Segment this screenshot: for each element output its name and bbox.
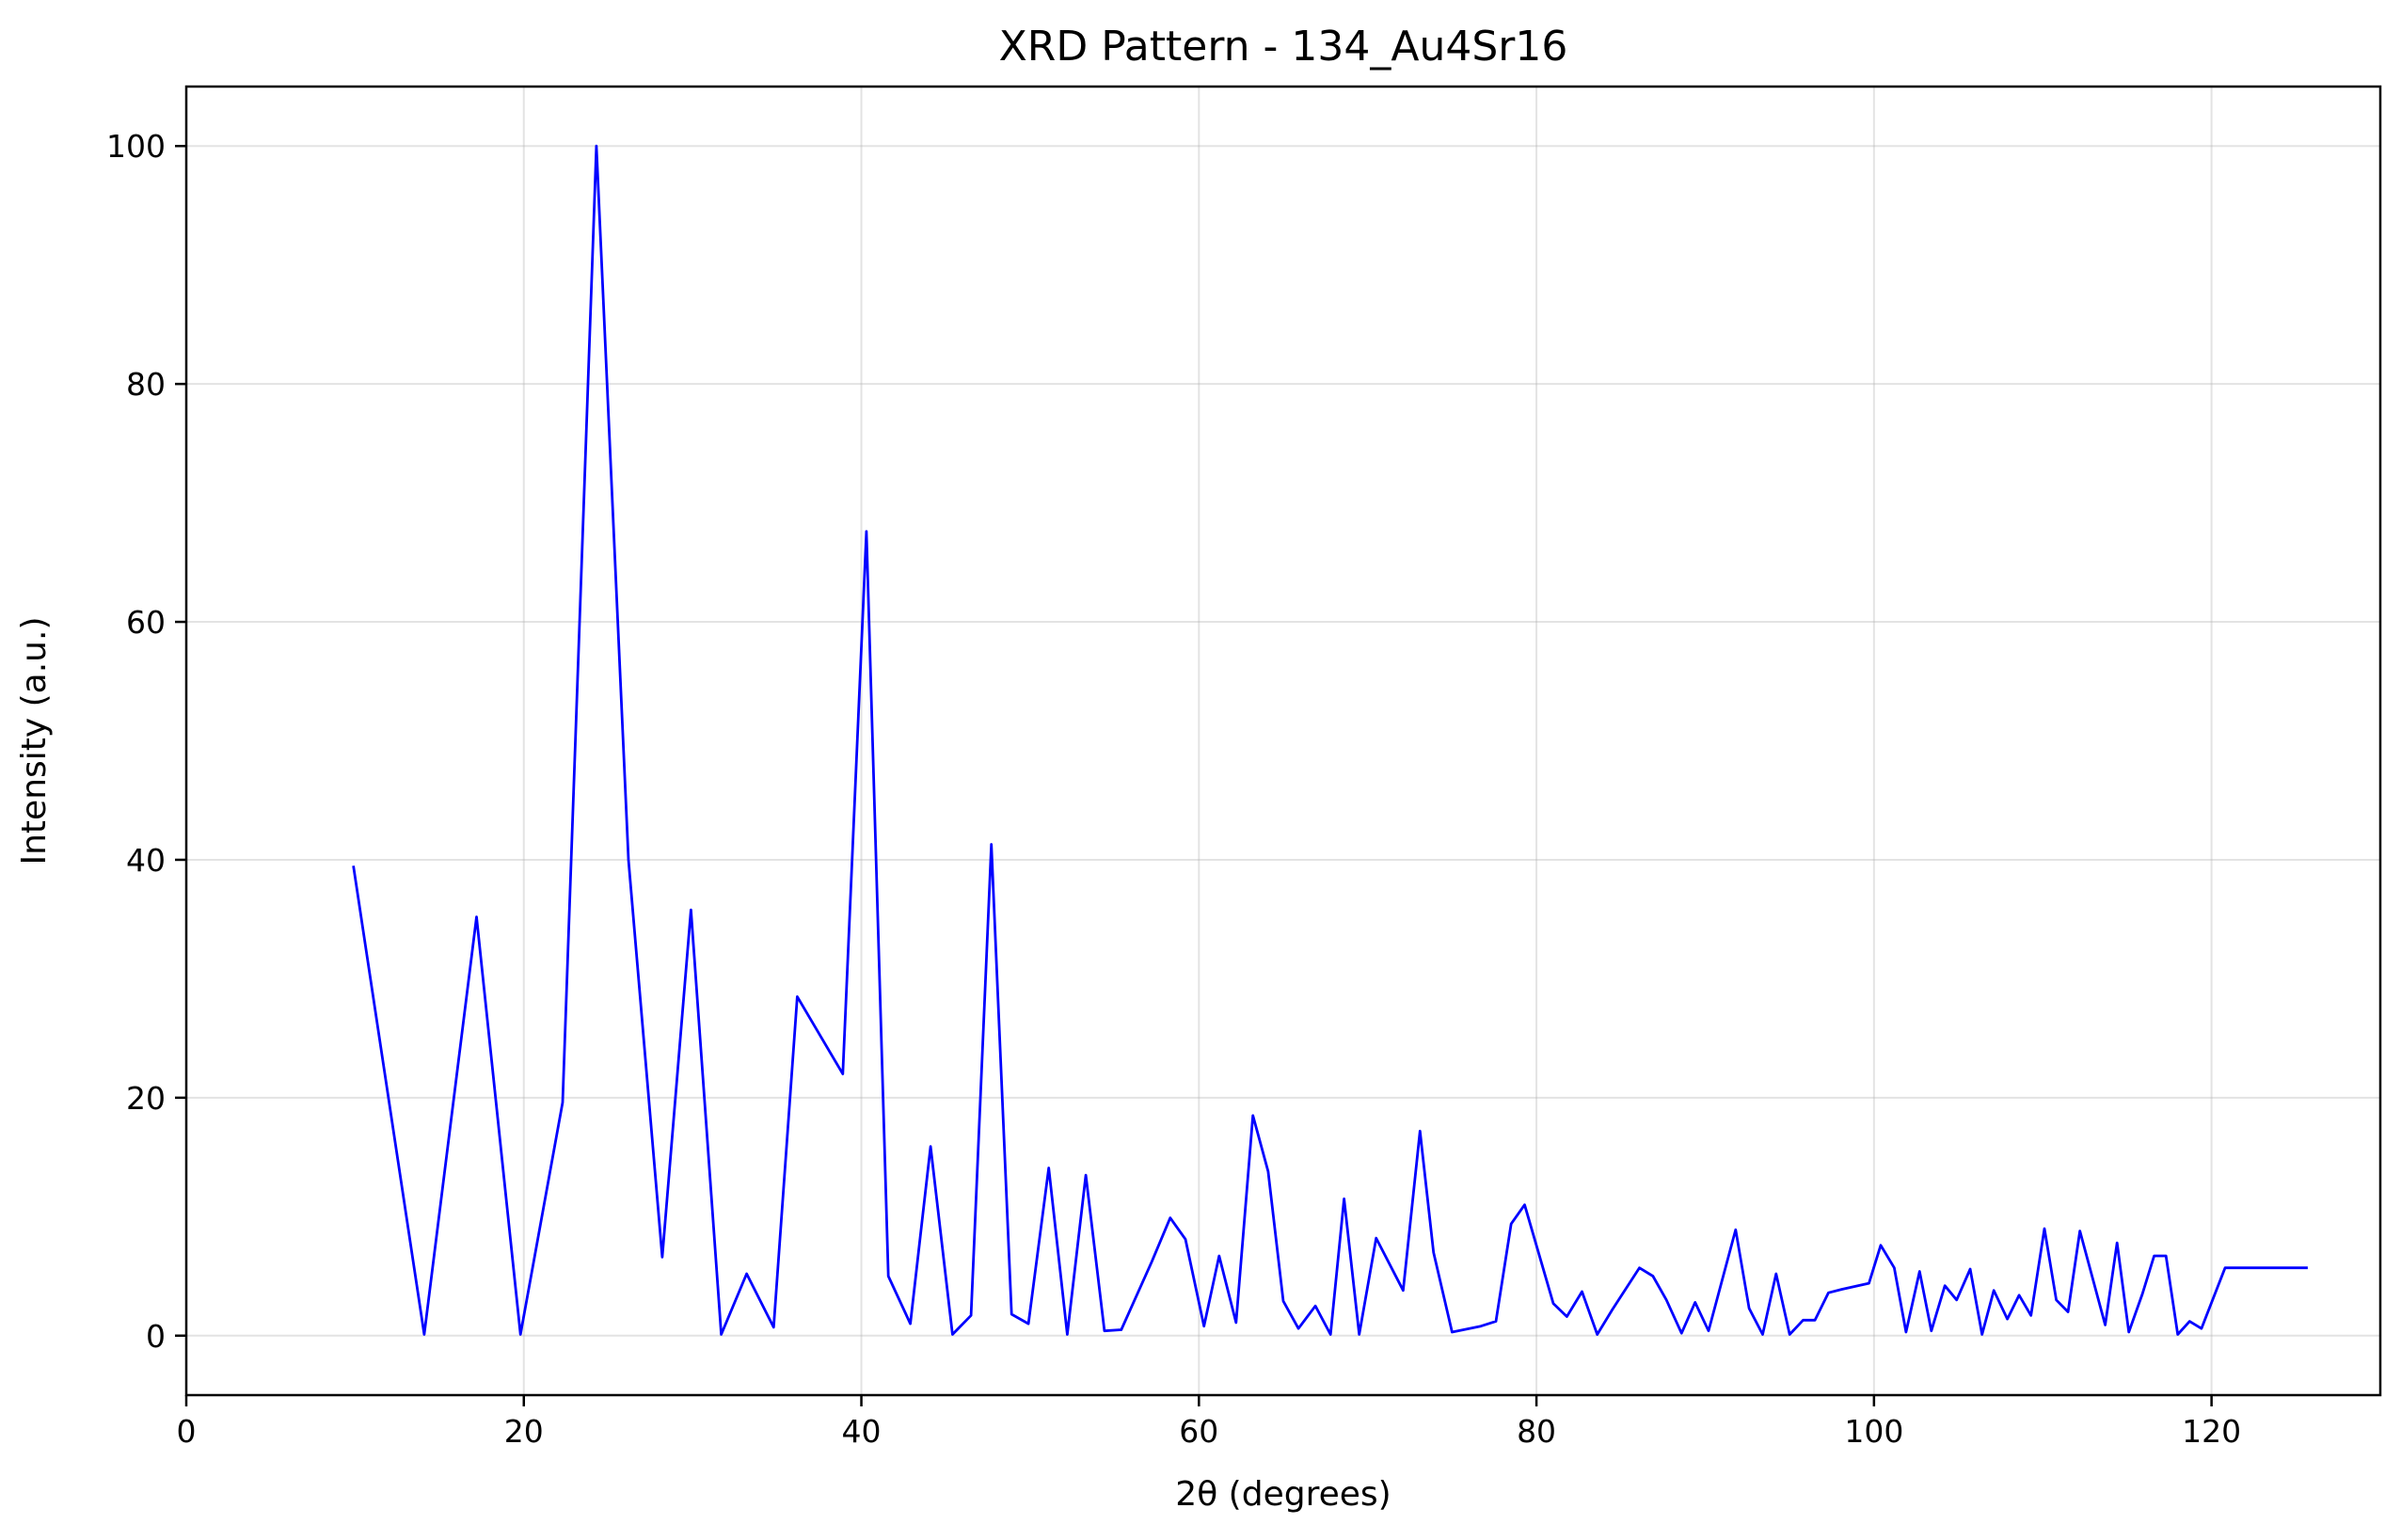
y-tick-label: 40 [126,842,166,879]
y-axis-ticks: 0 20 40 60 80 100 [106,128,186,1355]
y-tick-label: 100 [106,128,166,165]
y-tick-label: 0 [146,1318,166,1355]
grid [185,87,2380,1395]
x-tick-label: 0 [177,1413,197,1450]
x-tick-label: 120 [2182,1413,2241,1450]
y-axis-label: Intensity (a.u.) [15,617,54,865]
series-line [352,144,2308,1336]
plot-frame [184,85,2382,1397]
x-axis-label: 2θ (degrees) [1175,1475,1391,1514]
y-tick-label: 20 [126,1080,166,1117]
series-group [352,144,2308,1336]
x-axis-ticks: 0 20 40 60 80 100 120 [177,1395,2241,1450]
x-tick-label: 20 [504,1413,544,1450]
x-tick-label: 40 [842,1413,882,1450]
chart-title: XRD Pattern - 134_Au4Sr16 [999,23,1568,71]
y-tick-label: 60 [126,604,166,641]
x-tick-label: 80 [1517,1413,1556,1450]
x-tick-label: 60 [1179,1413,1218,1450]
x-tick-label: 100 [1844,1413,1903,1450]
y-tick-label: 80 [126,366,166,403]
